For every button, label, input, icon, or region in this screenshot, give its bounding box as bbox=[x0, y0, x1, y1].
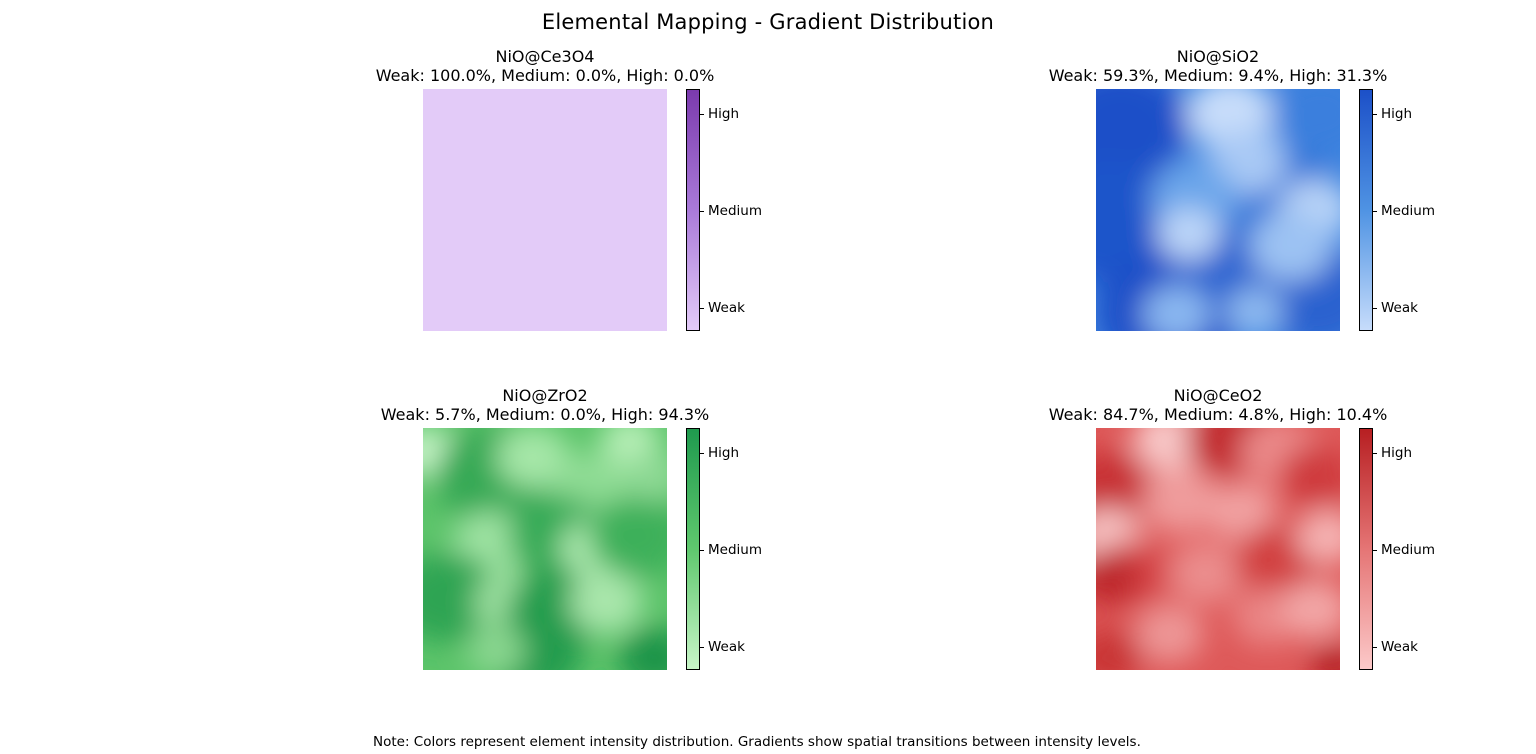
heatmap-region bbox=[1208, 483, 1277, 542]
heatmap-region bbox=[1249, 211, 1333, 282]
heatmap-region bbox=[1279, 445, 1340, 508]
heatmap-region bbox=[1096, 451, 1153, 526]
heatmap-region bbox=[1225, 286, 1284, 331]
heatmap-region bbox=[466, 625, 526, 670]
figure-title: Elemental Mapping - Gradient Distributio… bbox=[541, 10, 995, 34]
colorbar-tick bbox=[1372, 308, 1377, 309]
heatmap-region bbox=[625, 451, 667, 502]
heatmap-region bbox=[1296, 510, 1340, 564]
heatmap-region bbox=[1096, 89, 1189, 183]
heatmap-region bbox=[1310, 644, 1340, 670]
colorbar-label-high: High bbox=[708, 106, 740, 122]
colorbar-label-medium: Medium bbox=[708, 203, 762, 219]
colorbar bbox=[686, 428, 700, 670]
heatmap-region bbox=[1142, 467, 1221, 534]
panel-title-name: NiO@CeO2 bbox=[1173, 386, 1263, 405]
colorbar-tick bbox=[699, 453, 704, 454]
colorbar-tick bbox=[1372, 453, 1377, 454]
colorbar-tick bbox=[699, 550, 704, 551]
heatmap-region bbox=[1271, 89, 1340, 155]
colorbar-label-high: High bbox=[1381, 106, 1413, 122]
panel-title-name: NiO@SiO2 bbox=[1176, 47, 1260, 66]
colorbar-tick bbox=[699, 647, 704, 648]
panel-title: NiO@ZrO2 Weak: 5.7%, Medium: 0.0%, High:… bbox=[381, 386, 709, 424]
heatmap-region bbox=[1169, 542, 1243, 605]
colorbar-tick bbox=[699, 114, 704, 115]
colorbar-tick bbox=[1372, 211, 1377, 212]
panel-title-name: NiO@ZrO2 bbox=[502, 386, 588, 405]
heatmap-region bbox=[1135, 604, 1204, 663]
heatmap-region bbox=[496, 428, 570, 488]
colorbar-label-medium: Medium bbox=[708, 542, 762, 558]
colorbar-tick bbox=[1372, 647, 1377, 648]
panel-title: NiO@SiO2 Weak: 59.3%, Medium: 9.4%, High… bbox=[1049, 47, 1388, 85]
heatmap-image bbox=[1096, 89, 1340, 331]
heatmap-region bbox=[569, 571, 643, 634]
heatmap-image bbox=[1096, 428, 1340, 670]
colorbar-tick bbox=[699, 211, 704, 212]
panel-nio-ceo2: NiO@CeO2 Weak: 84.7%, Medium: 4.8%, High… bbox=[1049, 386, 1496, 676]
colorbar bbox=[1359, 428, 1373, 670]
panel-title-distribution: Weak: 100.0%, Medium: 0.0%, High: 0.0% bbox=[375, 66, 715, 85]
colorbar-label-weak: Weak bbox=[708, 639, 745, 655]
heatmap-background bbox=[423, 89, 667, 331]
heatmap-region bbox=[618, 627, 667, 670]
panel-title: NiO@CeO2 Weak: 84.7%, Medium: 4.8%, High… bbox=[1049, 386, 1388, 424]
colorbar-label-high: High bbox=[1381, 445, 1413, 461]
colorbar-label-high: High bbox=[708, 445, 740, 461]
panel-nio-ce3o4: NiO@Ce3O4 Weak: 100.0%, Medium: 0.0%, Hi… bbox=[376, 47, 823, 337]
panel-nio-sio2: NiO@SiO2 Weak: 59.3%, Medium: 9.4%, High… bbox=[1049, 47, 1496, 337]
heatmap-region bbox=[1096, 629, 1143, 670]
heatmap-region bbox=[1157, 207, 1221, 261]
figure-note: Note: Colors represent element intensity… bbox=[373, 734, 1141, 750]
heatmap-region bbox=[1281, 580, 1340, 639]
panel-title-name: NiO@Ce3O4 bbox=[495, 47, 595, 66]
colorbar-label-weak: Weak bbox=[1381, 300, 1418, 316]
panel-title-distribution: Weak: 84.7%, Medium: 4.8%, High: 10.4% bbox=[1048, 405, 1388, 424]
panel-title: NiO@Ce3O4 Weak: 100.0%, Medium: 0.0%, Hi… bbox=[376, 47, 715, 85]
panel-nio-zro2: NiO@ZrO2 Weak: 5.7%, Medium: 0.0%, High:… bbox=[381, 386, 823, 676]
heatmap-image bbox=[423, 89, 667, 331]
colorbar-tick bbox=[1372, 550, 1377, 551]
colorbar-label-weak: Weak bbox=[708, 300, 745, 316]
panel-title-distribution: Weak: 59.3%, Medium: 9.4%, High: 31.3% bbox=[1048, 66, 1388, 85]
colorbar bbox=[686, 89, 700, 331]
colorbar-label-weak: Weak bbox=[1381, 639, 1418, 655]
colorbar-tick bbox=[1372, 114, 1377, 115]
heatmap-region bbox=[588, 495, 667, 579]
heatmap-region bbox=[1096, 551, 1140, 605]
heatmap-image bbox=[423, 428, 667, 670]
colorbar-tick bbox=[699, 308, 704, 309]
colorbar-label-medium: Medium bbox=[1381, 203, 1435, 219]
panel-title-distribution: Weak: 5.7%, Medium: 0.0%, High: 94.3% bbox=[380, 405, 710, 424]
heatmap-region bbox=[1142, 285, 1211, 331]
colorbar bbox=[1359, 89, 1373, 331]
colorbar-label-medium: Medium bbox=[1381, 542, 1435, 558]
